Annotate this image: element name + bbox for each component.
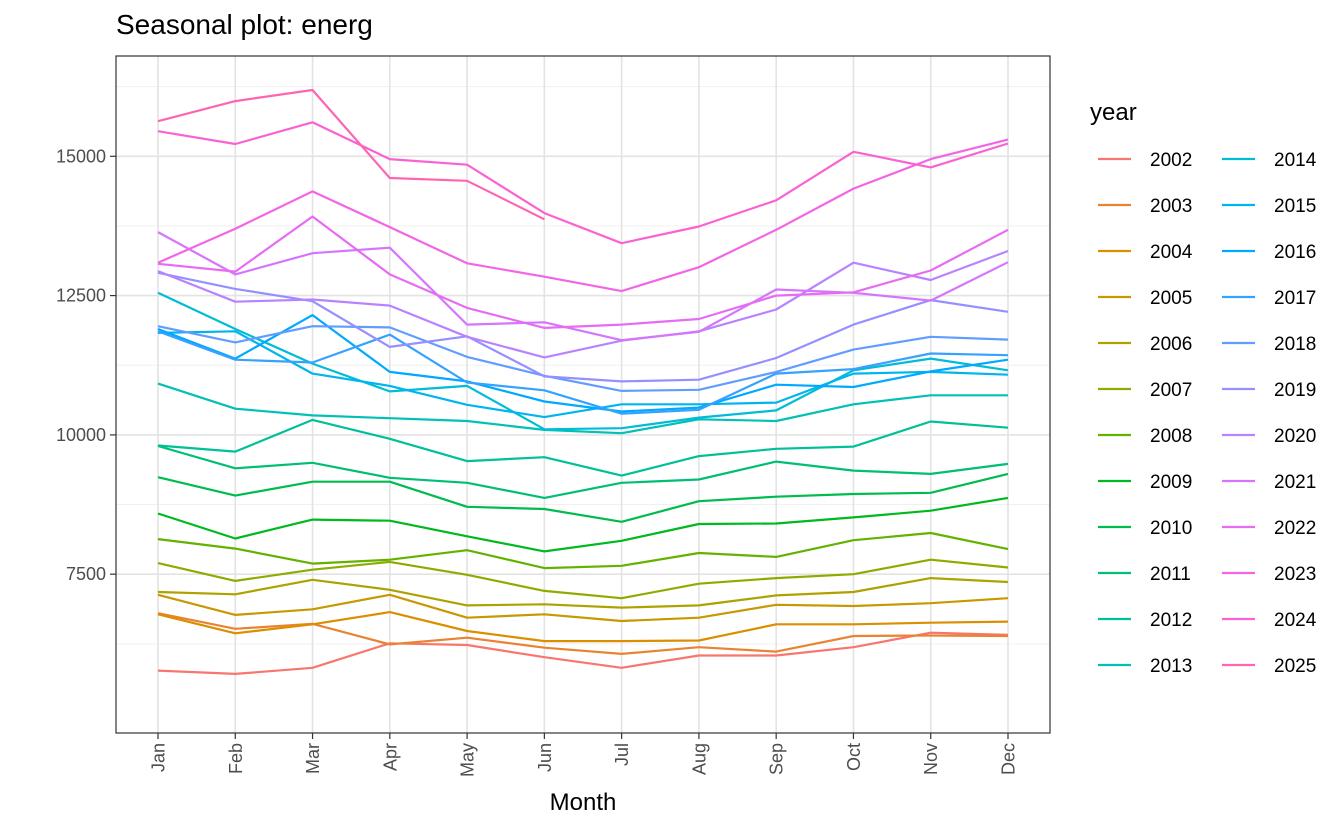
x-tick-label: Sep <box>767 743 787 775</box>
legend-label-2002: 2002 <box>1150 150 1192 171</box>
series-line-2013 <box>157 382 1008 435</box>
series-line-2009 <box>157 496 1009 553</box>
legend-label-2009: 2009 <box>1150 472 1192 493</box>
series-line-2017 <box>157 330 1009 415</box>
y-axis: 7500 10000 12500 15000 <box>56 146 116 584</box>
x-tick-label: Feb <box>226 743 246 774</box>
legend-label-2003: 2003 <box>1150 196 1192 217</box>
legend-label-2011: 2011 <box>1150 564 1191 585</box>
series-line-2002 <box>157 631 1009 675</box>
series-line-2014 <box>157 291 1009 431</box>
series-line-2005 <box>157 593 1009 623</box>
series-line-2004 <box>157 611 1009 643</box>
x-tick-label: Oct <box>844 743 864 771</box>
series-line-2025 <box>157 88 545 221</box>
series-line-2021 <box>157 231 1009 342</box>
series-line-2010 <box>157 472 1009 523</box>
x-tick-label: Dec <box>999 743 1019 775</box>
legend-label-2015: 2015 <box>1274 196 1316 217</box>
x-tick-label: Aug <box>689 743 709 775</box>
legend-label-2018: 2018 <box>1274 334 1316 355</box>
legend-label-2017: 2017 <box>1274 288 1316 309</box>
series-line-2003 <box>157 612 1009 655</box>
series-line-2012 <box>157 418 1009 477</box>
legend-label-2024: 2024 <box>1274 610 1317 631</box>
series-line-2015 <box>157 330 1009 419</box>
legend-label-2008: 2008 <box>1150 426 1192 447</box>
x-tick-label: Apr <box>380 743 400 771</box>
legend-label-2019: 2019 <box>1274 380 1316 401</box>
series-line-2008 <box>157 531 1009 570</box>
y-tick-label: 12500 <box>56 286 106 306</box>
x-tick-label: May <box>458 743 478 777</box>
legend-label-2022: 2022 <box>1274 518 1316 539</box>
legend-label-2025: 2025 <box>1274 656 1316 677</box>
legend-label-2021: 2021 <box>1274 472 1316 493</box>
legend-label-2014: 2014 <box>1274 150 1317 171</box>
legend-label-2005: 2005 <box>1150 288 1192 309</box>
chart-title: Seasonal plot: energ <box>116 9 373 40</box>
plot-panel-border <box>115 55 1051 734</box>
legend-label-2010: 2010 <box>1150 518 1192 539</box>
x-axis: Jan Feb Mar Apr May Jun Jul Aug Sep Oct Nov Dec <box>149 733 1019 777</box>
series-line-2023 <box>157 138 1009 293</box>
legend-label-2013: 2013 <box>1150 656 1192 677</box>
x-tick-label: Jul <box>612 743 632 766</box>
series-line-2016 <box>157 314 1009 413</box>
series-line-2022 <box>157 215 1009 329</box>
x-tick-label: Jun <box>535 743 555 772</box>
legend-label-2023: 2023 <box>1274 564 1316 585</box>
series-line-2024 <box>157 121 1009 245</box>
series-line-2007 <box>157 558 1009 600</box>
y-tick-label: 15000 <box>56 146 106 166</box>
series-line-2006 <box>157 577 1009 609</box>
y-tick-label: 7500 <box>66 564 106 584</box>
grid-lines <box>116 56 1050 733</box>
legend-label-2016: 2016 <box>1274 242 1316 263</box>
x-tick-label: Mar <box>303 743 323 774</box>
x-tick-label: Nov <box>921 743 941 775</box>
x-tick-label: Jan <box>149 743 169 772</box>
x-axis-title: Month <box>550 789 617 816</box>
legend-label-2006: 2006 <box>1150 334 1192 355</box>
series-line-2011 <box>157 444 1009 499</box>
series-line-2020 <box>157 249 1009 359</box>
legend-label-2020: 2020 <box>1274 426 1316 447</box>
legend-label-2007: 2007 <box>1150 380 1192 401</box>
legend-label-2012: 2012 <box>1150 610 1192 631</box>
y-tick-label: 10000 <box>56 425 106 445</box>
legend-title: year <box>1090 99 1137 126</box>
legend-label-2004: 2004 <box>1150 242 1193 263</box>
series-lines <box>157 88 1009 675</box>
series-line-2018 <box>157 325 1009 392</box>
legend: year 2002 2003 2004 2005 2006 2007 2008 2009 201… <box>1090 99 1317 677</box>
